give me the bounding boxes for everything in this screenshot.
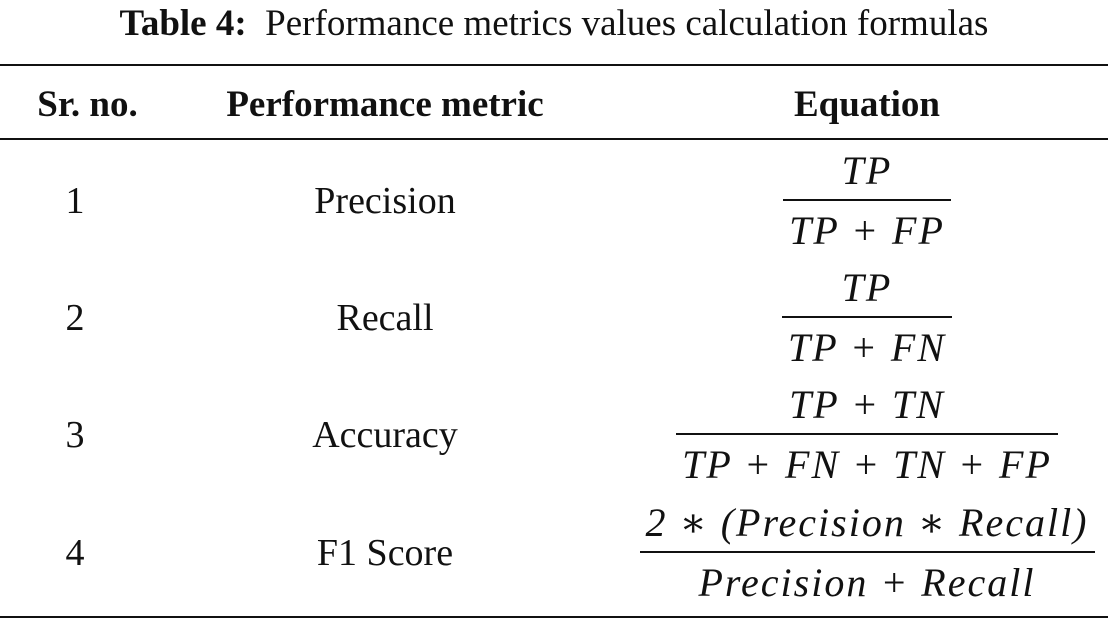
- equation-fraction: TP TP + FP: [783, 147, 951, 255]
- row-sr-no: 3: [65, 414, 85, 456]
- equation-fraction: TP + TN TP + FN + TN + FP: [676, 381, 1058, 489]
- table-caption: Table 4: Performance metrics values calc…: [0, 2, 1108, 46]
- row-metric: Precision: [314, 180, 456, 222]
- row-sr-no: 2: [65, 297, 85, 339]
- table-top-rule: [0, 64, 1108, 66]
- table-row: 3 Accuracy TP + TN TP + FN + TN + FP: [0, 376, 1108, 494]
- equation-denominator: TP + FN: [787, 325, 947, 370]
- table-row: 2 Recall TP TP + FN: [0, 259, 1108, 377]
- row-equation: TP TP + FN: [630, 259, 1104, 377]
- equation-numerator: TP: [841, 148, 893, 193]
- equation-numerator: TP + TN: [789, 382, 945, 427]
- equation-denominator: TP + FP: [789, 208, 945, 253]
- table-row: 1 Precision TP TP + FP: [0, 142, 1108, 260]
- header-sr-no: Sr. no.: [37, 84, 138, 125]
- equation-numerator: TP: [841, 265, 893, 310]
- equation-fraction: 2 ∗ (Precision ∗ Recall) Precision + Rec…: [639, 499, 1095, 607]
- table-row: 4 F1 Score 2 ∗ (Precision ∗ Recall) Prec…: [0, 494, 1108, 612]
- equation-fraction: TP TP + FN: [781, 264, 953, 372]
- fraction-bar: [781, 316, 953, 318]
- equation-denominator: Precision + Recall: [698, 560, 1036, 605]
- table-caption-label: Table 4:: [119, 3, 247, 44]
- row-metric: F1 Score: [316, 532, 454, 574]
- equation-numerator: 2 ∗ (Precision ∗ Recall): [645, 500, 1089, 545]
- fraction-bar: [676, 433, 1058, 435]
- row-sr-no: 4: [65, 532, 85, 574]
- table-caption-text: Performance metrics values calculation f…: [265, 3, 989, 44]
- row-equation: TP + TN TP + FN + TN + FP: [630, 376, 1104, 494]
- fraction-bar: [783, 199, 951, 201]
- header-equation: Equation: [793, 84, 940, 125]
- table-bottom-rule: [0, 616, 1108, 618]
- row-equation: 2 ∗ (Precision ∗ Recall) Precision + Rec…: [630, 494, 1104, 612]
- header-performance-metric: Performance metric: [226, 84, 544, 125]
- row-sr-no: 1: [65, 180, 85, 222]
- table-header-rule: [0, 138, 1108, 140]
- row-equation: TP TP + FP: [630, 142, 1104, 260]
- equation-denominator: TP + FN + TN + FP: [682, 442, 1052, 487]
- row-metric: Accuracy: [312, 414, 458, 456]
- row-metric: Recall: [336, 297, 434, 339]
- fraction-bar: [639, 551, 1095, 553]
